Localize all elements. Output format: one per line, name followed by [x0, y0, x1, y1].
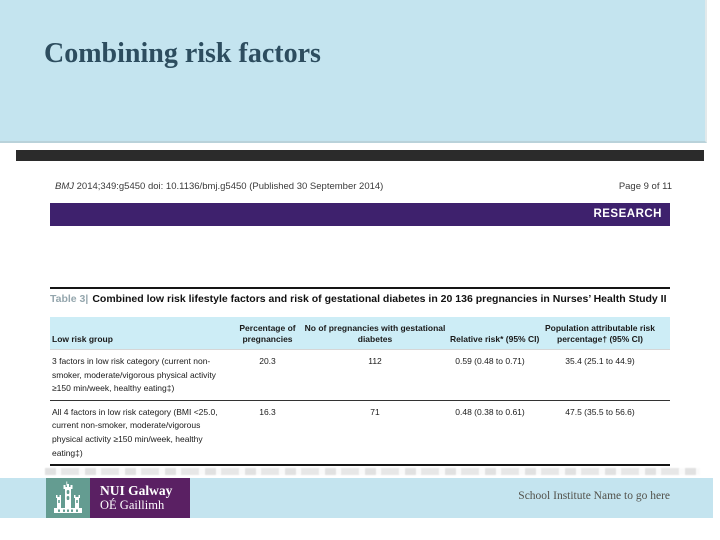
university-crest	[46, 478, 90, 518]
table-header-row: Low risk group Percentage of pregnancies…	[50, 317, 670, 351]
table-caption: Table 3| Combined low risk lifestyle fact…	[50, 292, 670, 306]
slide-title: Combining risk factors	[44, 38, 321, 69]
university-name-en: NUI Galway	[100, 483, 173, 498]
table-caption-text: Combined low risk lifestyle factors and …	[92, 293, 667, 305]
table-row: 3 factors in low risk category (current …	[50, 350, 670, 401]
row-rr-cell: 0.59 (0.48 to 0.71)	[455, 356, 525, 367]
bmj-citation: BMJ 2014;349:g5450 doi: 10.1136/bmj.g545…	[55, 181, 383, 192]
row-group-cell: All 4 factors in low risk category (BMI …	[52, 406, 218, 458]
table-row: All 4 factors in low risk category (BMI …	[50, 401, 670, 467]
row-group-cell: 3 factors in low risk category (current …	[52, 356, 216, 394]
table-footnote-blurred-line	[45, 468, 700, 475]
row-rr-cell: 0.48 (0.38 to 0.61)	[455, 406, 525, 417]
col-header-low-risk-group: Low risk group	[52, 334, 113, 345]
page-number: Page 9 of 11	[618, 181, 672, 192]
row-n-cell: 112	[368, 356, 382, 367]
footer-placeholder-text: School Institute Name to go here	[518, 490, 670, 502]
castle-tower-icon	[54, 481, 82, 513]
row-n-cell: 71	[370, 406, 380, 417]
citation-text: 2014;349:g5450 doi: 10.1136/bmj.g5450 (P…	[74, 181, 384, 192]
journal-name: BMJ	[55, 181, 74, 192]
table-caption-number: Table 3|	[50, 293, 89, 305]
col-header-par: Population attributable risk percentage†…	[544, 323, 656, 345]
university-logo: NUI Galway OÉ Gaillimh	[90, 478, 190, 518]
col-header-percentage: Percentage of pregnancies	[239, 323, 296, 345]
col-header-pregnancies: No of pregnancies with gestational diabe…	[304, 323, 446, 345]
row-pct-cell: 20.3	[259, 356, 276, 367]
bmj-citation-row: BMJ 2014;349:g5450 doi: 10.1136/bmj.g545…	[55, 181, 672, 192]
footer-band: NUI Galway OÉ Gaillimh School Institute …	[0, 478, 713, 518]
divider-bar	[16, 150, 704, 161]
row-par-cell: 47.5 (35.5 to 56.6)	[565, 406, 635, 417]
header-band	[0, 0, 707, 143]
research-section-banner: RESEARCH	[50, 203, 670, 226]
row-pct-cell: 16.3	[259, 406, 276, 417]
bmj-table: Table 3| Combined low risk lifestyle fact…	[50, 287, 670, 467]
university-name-ie: OÉ Gaillimh	[100, 498, 165, 512]
table-top-rule	[50, 287, 670, 289]
row-par-cell: 35.4 (25.1 to 44.9)	[565, 356, 635, 367]
col-header-relative-risk: Relative risk* (95% CI)	[450, 334, 540, 345]
